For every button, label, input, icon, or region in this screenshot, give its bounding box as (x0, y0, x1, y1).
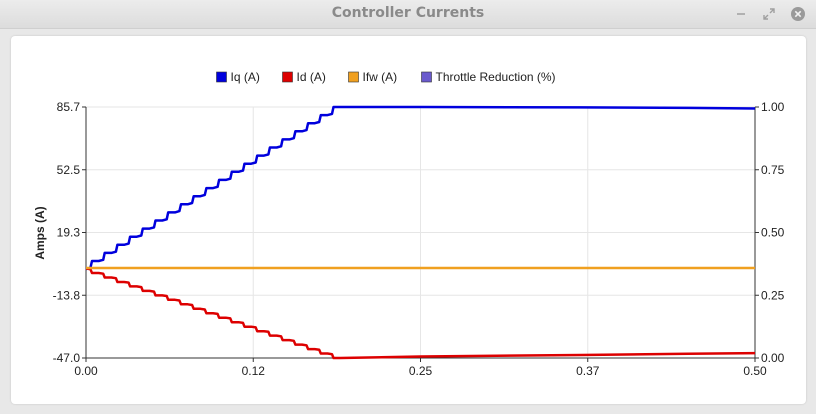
maximize-icon[interactable] (761, 6, 777, 22)
axes: 0.00 0.12 0.25 0.37 0.50 85.7 52.5 19.3 -13.8 -47… (53, 100, 785, 378)
legend-swatch (216, 71, 227, 83)
title-bar: Controller Currents (0, 0, 816, 29)
legend: Iq (A) Id (A) Ifw (A) Throttle Reduction (%… (216, 70, 556, 84)
close-icon[interactable] (790, 6, 806, 22)
legend-label: Ifw (A) (363, 70, 398, 84)
series-lines (85, 105, 756, 360)
y-axis-label: Amps (A) (33, 206, 47, 259)
y2-tick-label: 0.00 (761, 351, 785, 365)
series-line-iq-a (85, 105, 756, 271)
y2-tick-label: 0.75 (761, 163, 785, 177)
x-tick-label: 0.12 (242, 364, 266, 378)
minimize-icon[interactable] (733, 6, 749, 22)
series-line-id-a (85, 267, 756, 360)
chart-panel (11, 36, 806, 404)
x-tick-label: 0.50 (743, 364, 767, 378)
grid-lines (85, 106, 756, 359)
y2-tick-label: 0.25 (761, 288, 785, 302)
legend-item[interactable]: Iq (A) (216, 70, 260, 84)
legend-item[interactable]: Ifw (A) (348, 70, 398, 84)
legend-swatch (348, 71, 359, 83)
window-title: Controller Currents (331, 5, 485, 21)
legend-swatch (282, 71, 293, 83)
y-tick-label: 19.3 (57, 226, 81, 240)
legend-label: Id (A) (297, 70, 326, 84)
y2-tick-label: 1.00 (761, 100, 785, 114)
y2-tick-label: 0.50 (761, 226, 785, 240)
y-tick-label: 52.5 (57, 163, 81, 177)
y-tick-label: -47.0 (53, 351, 81, 365)
legend-item[interactable]: Throttle Reduction (%) (421, 70, 556, 84)
x-tick-label: 0.25 (409, 364, 433, 378)
legend-item[interactable]: Id (A) (282, 70, 326, 84)
x-tick-label: 0.00 (74, 364, 98, 378)
x-tick-label: 0.37 (576, 364, 600, 378)
legend-label: Iq (A) (231, 70, 260, 84)
legend-swatch (421, 71, 432, 83)
legend-label: Throttle Reduction (%) (436, 70, 556, 84)
y-tick-label: 85.7 (57, 100, 81, 114)
y-tick-label: -13.8 (53, 288, 81, 302)
